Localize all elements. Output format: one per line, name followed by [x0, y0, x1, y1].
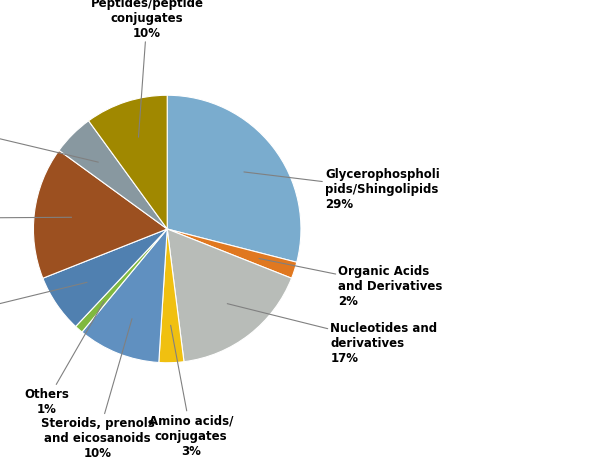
Wedge shape	[59, 122, 167, 230]
Wedge shape	[33, 151, 167, 279]
Text: Sugars and sugar
conjugates
7%: Sugars and sugar conjugates 7%	[0, 283, 87, 347]
Wedge shape	[167, 96, 301, 263]
Text: Glycerophospholi
pids/Shingolipids
29%: Glycerophospholi pids/Shingolipids 29%	[244, 168, 440, 211]
Text: Organic Acids
and Derivatives
2%: Organic Acids and Derivatives 2%	[259, 259, 443, 307]
Wedge shape	[82, 230, 167, 363]
Wedge shape	[89, 96, 167, 230]
Text: Amino acids/
conjugates
3%: Amino acids/ conjugates 3%	[149, 325, 233, 457]
Text: Steroids, prenols
and eicosanoids
10%: Steroids, prenols and eicosanoids 10%	[41, 319, 154, 459]
Text: Fatty acid esters/
amides/alcohols
16%: Fatty acid esters/ amides/alcohols 16%	[0, 197, 72, 240]
Wedge shape	[75, 230, 167, 332]
Wedge shape	[43, 230, 167, 327]
Text: Others
1%: Others 1%	[24, 302, 104, 415]
Wedge shape	[167, 230, 292, 362]
Wedge shape	[167, 230, 297, 279]
Text: Nucleotides and
derivatives
17%: Nucleotides and derivatives 17%	[227, 304, 438, 364]
Text: Peptides/peptide
conjugates
10%: Peptides/peptide conjugates 10%	[91, 0, 204, 138]
Wedge shape	[159, 230, 184, 363]
Text: Cyclic alcohols,
aliphatic and
aromatic
compounds
5%: Cyclic alcohols, aliphatic and aromatic …	[0, 86, 98, 163]
